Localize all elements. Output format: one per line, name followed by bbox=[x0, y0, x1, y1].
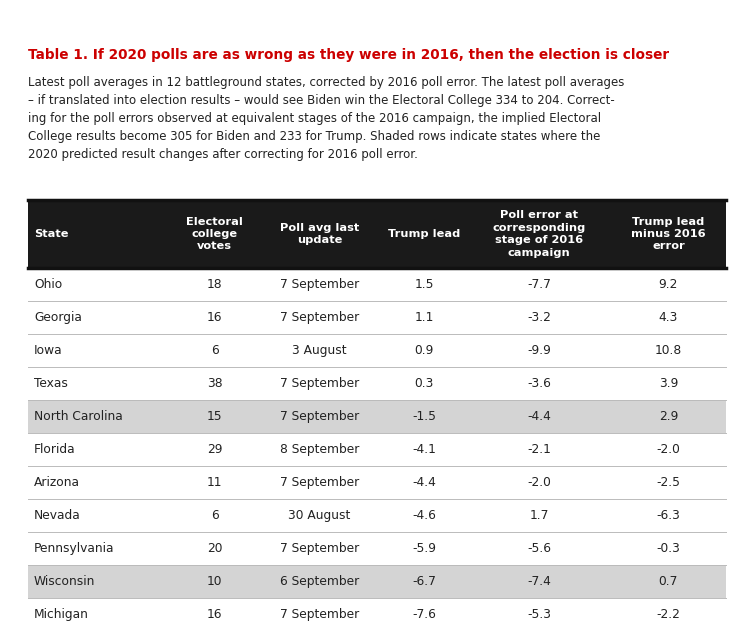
Bar bbox=[28, 268, 726, 301]
Text: 3 August: 3 August bbox=[292, 344, 347, 357]
Text: -3.2: -3.2 bbox=[527, 311, 551, 324]
Text: 7 September: 7 September bbox=[280, 542, 359, 555]
Text: -2.0: -2.0 bbox=[527, 476, 551, 489]
Text: Iowa: Iowa bbox=[34, 344, 63, 357]
Text: -7.4: -7.4 bbox=[527, 575, 551, 588]
Bar bbox=[28, 433, 726, 466]
Text: Texas: Texas bbox=[34, 377, 68, 390]
Text: -0.3: -0.3 bbox=[657, 542, 680, 555]
Text: 1.1: 1.1 bbox=[415, 311, 434, 324]
Text: -4.6: -4.6 bbox=[412, 509, 436, 522]
Text: 6: 6 bbox=[211, 509, 219, 522]
Text: -4.4: -4.4 bbox=[527, 410, 551, 423]
Bar bbox=[28, 532, 726, 565]
Text: -4.4: -4.4 bbox=[412, 476, 436, 489]
Bar bbox=[28, 400, 726, 433]
Text: 0.7: 0.7 bbox=[659, 575, 678, 588]
Text: 7 September: 7 September bbox=[280, 410, 359, 423]
Text: Latest poll averages in 12 battleground states, corrected by 2016 poll error. Th: Latest poll averages in 12 battleground … bbox=[28, 76, 624, 161]
Bar bbox=[28, 499, 726, 532]
Text: 18: 18 bbox=[207, 278, 222, 291]
Text: 16: 16 bbox=[207, 608, 222, 621]
Text: 10.8: 10.8 bbox=[654, 344, 682, 357]
Text: 15: 15 bbox=[207, 410, 222, 423]
Text: Electoral
college
votes: Electoral college votes bbox=[186, 217, 243, 252]
Text: -3.6: -3.6 bbox=[527, 377, 551, 390]
Text: 11: 11 bbox=[207, 476, 222, 489]
Text: 0.3: 0.3 bbox=[415, 377, 434, 390]
Text: -1.5: -1.5 bbox=[412, 410, 436, 423]
Text: Michigan: Michigan bbox=[34, 608, 89, 621]
Text: -6.3: -6.3 bbox=[657, 509, 680, 522]
Text: 7 September: 7 September bbox=[280, 377, 359, 390]
Text: 16: 16 bbox=[207, 311, 222, 324]
Text: 6: 6 bbox=[211, 344, 219, 357]
Text: Arizona: Arizona bbox=[34, 476, 80, 489]
Text: 4.3: 4.3 bbox=[659, 311, 678, 324]
Text: -5.6: -5.6 bbox=[527, 542, 551, 555]
Text: 1.5: 1.5 bbox=[415, 278, 434, 291]
Text: Florida: Florida bbox=[34, 443, 75, 456]
Text: 3.9: 3.9 bbox=[659, 377, 678, 390]
Text: 7 September: 7 September bbox=[280, 278, 359, 291]
Bar bbox=[28, 466, 726, 499]
Text: North Carolina: North Carolina bbox=[34, 410, 123, 423]
Text: Wisconsin: Wisconsin bbox=[34, 575, 95, 588]
Text: -7.6: -7.6 bbox=[412, 608, 436, 621]
Text: Nevada: Nevada bbox=[34, 509, 81, 522]
Text: Poll error at
corresponding
stage of 2016
campaign: Poll error at corresponding stage of 201… bbox=[492, 211, 586, 258]
Text: -4.1: -4.1 bbox=[412, 443, 436, 456]
Text: 7 September: 7 September bbox=[280, 311, 359, 324]
Text: Georgia: Georgia bbox=[34, 311, 82, 324]
Text: State: State bbox=[34, 229, 69, 239]
Text: -2.2: -2.2 bbox=[657, 608, 680, 621]
Text: 2.9: 2.9 bbox=[659, 410, 678, 423]
Text: -5.3: -5.3 bbox=[527, 608, 551, 621]
Text: 6 September: 6 September bbox=[280, 575, 359, 588]
Text: -6.7: -6.7 bbox=[412, 575, 436, 588]
Text: -2.0: -2.0 bbox=[657, 443, 680, 456]
Text: -7.7: -7.7 bbox=[527, 278, 551, 291]
Text: -9.9: -9.9 bbox=[527, 344, 551, 357]
Text: -2.1: -2.1 bbox=[527, 443, 551, 456]
Text: 0.9: 0.9 bbox=[415, 344, 434, 357]
Text: 1.7: 1.7 bbox=[529, 509, 549, 522]
Text: Poll avg last
update: Poll avg last update bbox=[280, 223, 359, 245]
Text: 7 September: 7 September bbox=[280, 476, 359, 489]
Bar bbox=[28, 598, 726, 621]
Text: Trump lead
minus 2016
error: Trump lead minus 2016 error bbox=[631, 217, 706, 252]
Text: -5.9: -5.9 bbox=[412, 542, 436, 555]
Text: 30 August: 30 August bbox=[288, 509, 351, 522]
Text: Pennsylvania: Pennsylvania bbox=[34, 542, 115, 555]
Text: 8 September: 8 September bbox=[280, 443, 359, 456]
Text: 9.2: 9.2 bbox=[659, 278, 678, 291]
Text: 38: 38 bbox=[207, 377, 222, 390]
Text: 29: 29 bbox=[207, 443, 222, 456]
Text: Table 1. If 2020 polls are as wrong as they were in 2016, then the election is c: Table 1. If 2020 polls are as wrong as t… bbox=[28, 48, 669, 62]
Text: Ohio: Ohio bbox=[34, 278, 63, 291]
Bar bbox=[28, 334, 726, 367]
Text: Trump lead: Trump lead bbox=[388, 229, 460, 239]
Text: -2.5: -2.5 bbox=[657, 476, 680, 489]
Bar bbox=[28, 301, 726, 334]
Text: 7 September: 7 September bbox=[280, 608, 359, 621]
Bar bbox=[28, 200, 726, 268]
Bar bbox=[28, 565, 726, 598]
Text: 20: 20 bbox=[207, 542, 222, 555]
Text: 10: 10 bbox=[207, 575, 222, 588]
Bar bbox=[28, 367, 726, 400]
